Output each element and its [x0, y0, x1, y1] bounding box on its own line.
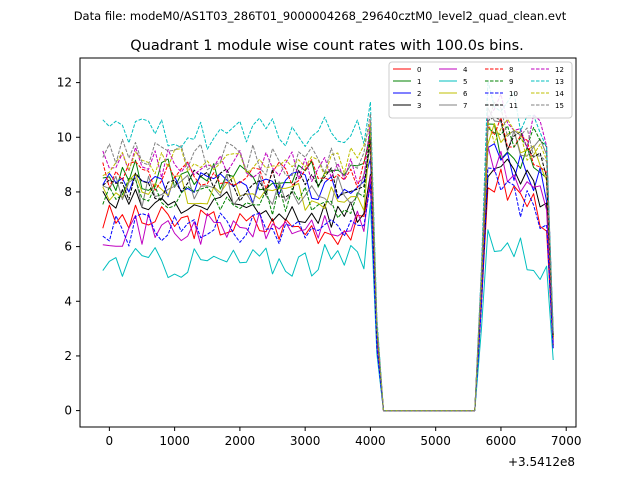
y-tick-label: 12: [57, 76, 72, 90]
legend-box: [388, 61, 573, 119]
legend-label-0: 0: [417, 66, 421, 74]
legend-label-11: 11: [509, 102, 518, 110]
legend-label-12: 12: [555, 66, 564, 74]
series-line-5: [102, 202, 554, 412]
legend-label-13: 13: [555, 78, 564, 86]
y-tick-label: 10: [57, 130, 72, 144]
y-tick-label: 6: [64, 240, 72, 254]
legend-label-1: 1: [417, 78, 421, 86]
legend-label-8: 8: [509, 66, 513, 74]
legend-label-7: 7: [463, 102, 467, 110]
x-tick-label: 0: [106, 434, 114, 448]
legend-label-4: 4: [463, 66, 468, 74]
legend-label-9: 9: [509, 78, 513, 86]
series-layer: [102, 80, 554, 412]
x-tick-label: 5000: [420, 434, 451, 448]
y-tick-label: 4: [64, 294, 72, 308]
x-tick-label: 1000: [159, 434, 190, 448]
legend-label-3: 3: [417, 102, 421, 110]
x-tick-label: 2000: [225, 434, 256, 448]
series-line-15: [102, 101, 554, 412]
y-tick-label: 8: [64, 185, 72, 199]
series-line-14: [102, 118, 554, 412]
plot-frame: [79, 57, 577, 428]
chart-title: Quadrant 1 module wise count rates with …: [130, 38, 524, 54]
series-line-10: [102, 167, 554, 412]
series-line-13: [102, 80, 554, 412]
x-tick-label: 6000: [486, 434, 517, 448]
y-tick-label: 0: [64, 404, 72, 418]
x-tick-label: 3000: [290, 434, 321, 448]
y-tick-label: 2: [64, 349, 72, 363]
legend-label-14: 14: [555, 90, 564, 98]
legend-label-5: 5: [463, 78, 467, 86]
data-file-label: Data file: modeM0/AS1T03_286T01_90000042…: [74, 9, 567, 23]
legend-label-15: 15: [555, 102, 564, 110]
legend-label-2: 2: [417, 90, 421, 98]
x-tick-label: 4000: [355, 434, 386, 448]
x-tick-label: 7000: [551, 434, 582, 448]
legend-label-6: 6: [463, 90, 468, 98]
legend-label-10: 10: [509, 90, 518, 98]
x-offset-label: +3.5412e8: [508, 455, 575, 469]
